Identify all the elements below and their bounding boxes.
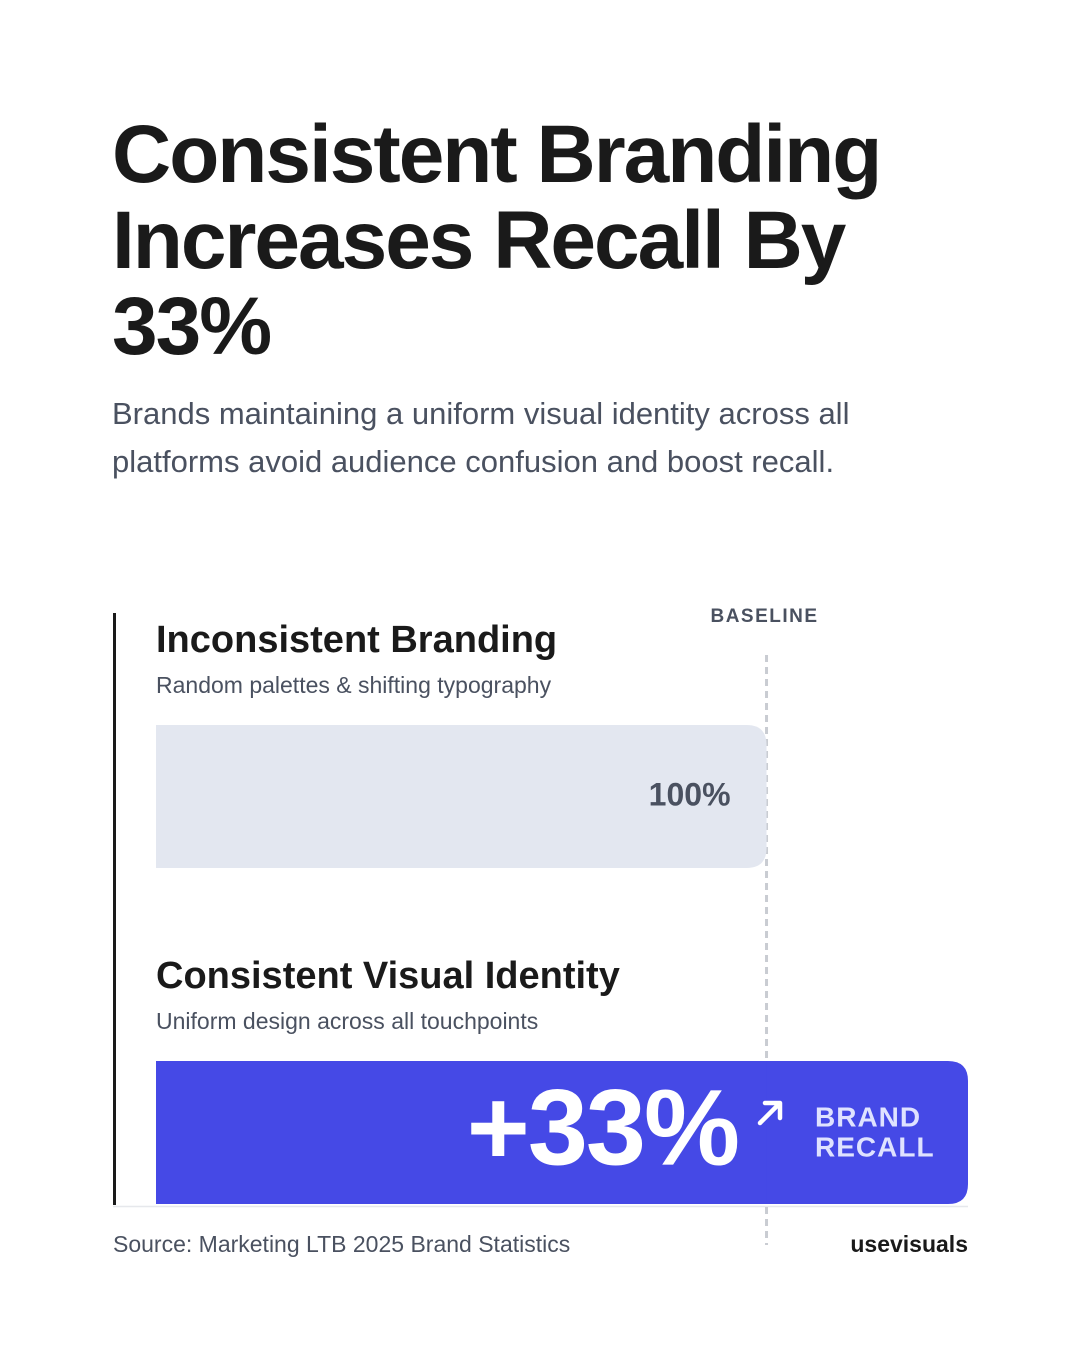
subtitle: Brands maintaining a uniform visual iden… <box>112 396 850 479</box>
bar-base <box>156 1061 768 1204</box>
bar-increase <box>766 1061 968 1204</box>
bar-label: Consistent Visual Identity <box>156 955 620 997</box>
source: Source: Marketing LTB 2025 Brand Statist… <box>113 1231 570 1257</box>
note: BRAND <box>815 1101 921 1132</box>
note: RECALL <box>815 1131 935 1162</box>
bar-description: Uniform design across all touchpoints <box>156 1008 538 1034</box>
value-label: +33% <box>467 1067 738 1188</box>
value-label: 100% <box>649 776 731 812</box>
arrow-icon <box>757 1100 783 1126</box>
bar <box>156 725 767 868</box>
baseline-label: BASELINE <box>710 606 818 627</box>
title: Consistent Branding Increases Recall By … <box>112 109 882 372</box>
bar-description: Random palettes & shifting typography <box>156 672 552 698</box>
brand: usevisuals <box>850 1231 968 1257</box>
arrow <box>757 1100 783 1126</box>
bar-label: Inconsistent Branding <box>156 619 557 661</box>
